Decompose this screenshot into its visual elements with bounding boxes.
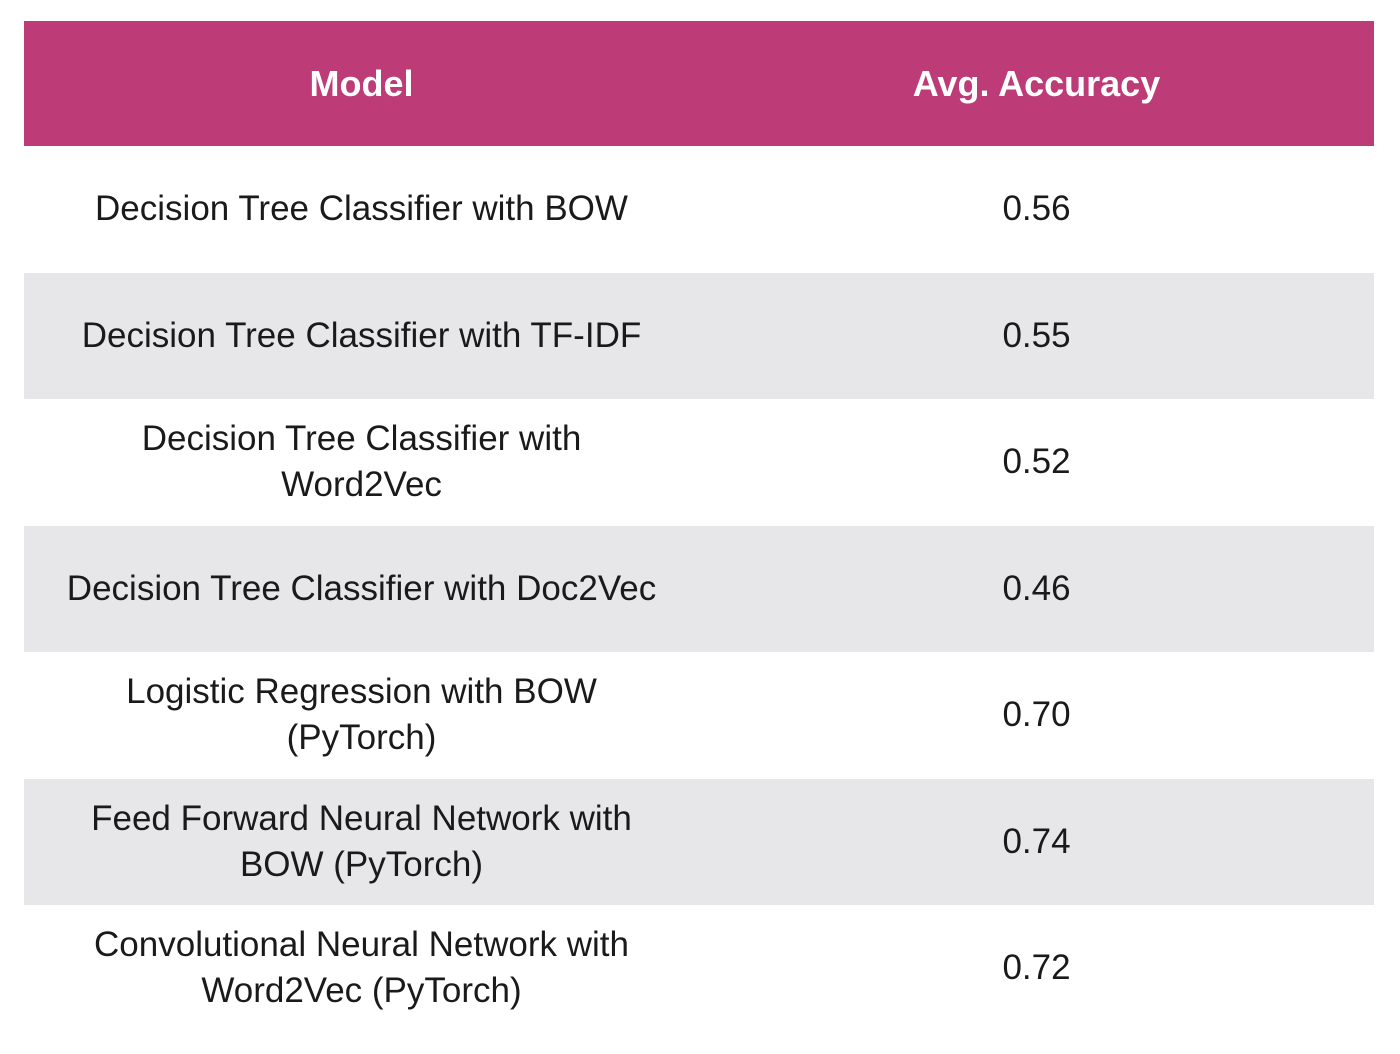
accuracy-cell: 0.52: [1002, 442, 1071, 482]
accuracy-cell: 0.56: [1002, 189, 1071, 229]
accuracy-cell: 0.46: [1002, 568, 1071, 608]
table-row: Decision Tree Classifier with Doc2Vec 0.…: [24, 525, 1374, 652]
accuracy-cell: 0.70: [1002, 695, 1071, 735]
table-row: Feed Forward Neural Network with BOW (Py…: [24, 778, 1374, 905]
model-name-cell: Logistic Regression with BOW (PyTorch): [126, 672, 597, 758]
model-name-cell: Decision Tree Classifier with BOW: [95, 189, 628, 229]
model-name-cell: Decision Tree Classifier with TF-IDF: [81, 315, 642, 355]
results-table: Model Avg. Accuracy Decision Tree Classi…: [24, 21, 1374, 1032]
model-name-cell: Convolutional Neural Network with Word2V…: [94, 925, 629, 1011]
model-name-cell: Feed Forward Neural Network with BOW (Py…: [91, 798, 632, 884]
model-name-cell: Decision Tree Classifier with Doc2Vec: [66, 568, 657, 608]
table-row: Decision Tree Classifier with BOW 0.56: [24, 146, 1374, 273]
header-model: Model: [309, 62, 414, 104]
accuracy-cell: 0.55: [1002, 315, 1071, 355]
table-header-row: Model Avg. Accuracy: [24, 21, 1374, 146]
header-avg-accuracy: Avg. Accuracy: [912, 62, 1161, 104]
table-body: Decision Tree Classifier with BOW 0.56 D…: [24, 146, 1374, 1032]
table-row: Convolutional Neural Network with Word2V…: [24, 905, 1374, 1032]
table-row: Logistic Regression with BOW (PyTorch) 0…: [24, 652, 1374, 779]
model-name-cell: Decision Tree Classifier with Word2Vec: [141, 419, 582, 505]
accuracy-cell: 0.74: [1002, 821, 1071, 861]
table-row: Decision Tree Classifier with Word2Vec 0…: [24, 399, 1374, 526]
table-row: Decision Tree Classifier with TF-IDF 0.5…: [24, 272, 1374, 399]
accuracy-cell: 0.72: [1002, 948, 1071, 988]
